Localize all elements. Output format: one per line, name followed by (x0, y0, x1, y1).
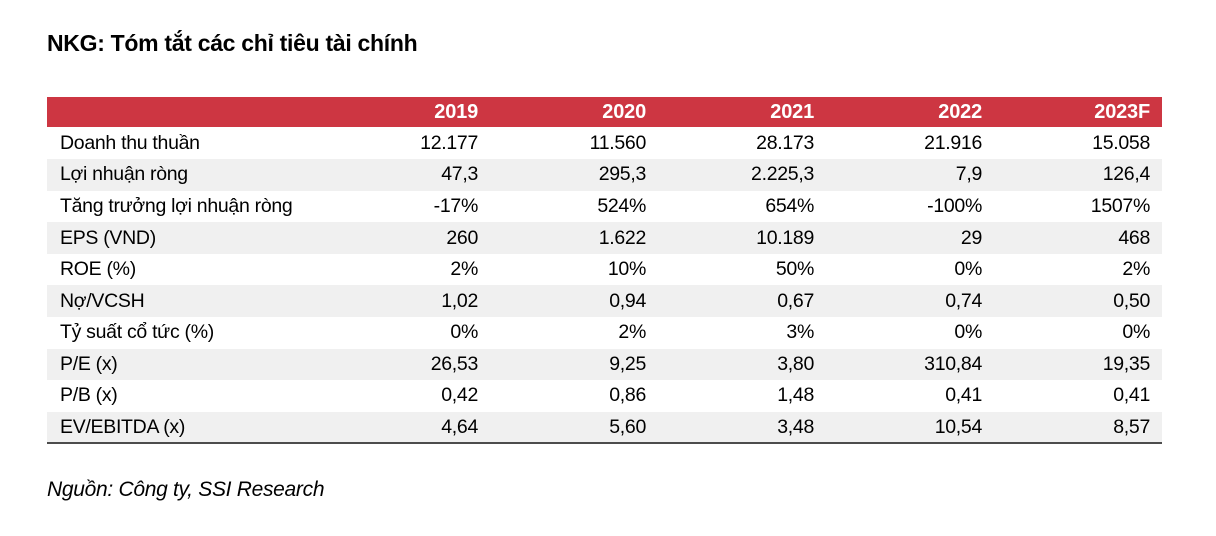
cell-value: 12.177 (420, 131, 478, 154)
cell-value: 0,86 (609, 384, 646, 407)
cell-value: 468 (1118, 226, 1150, 249)
table-header-year-2021: 2021 (658, 97, 826, 128)
cell-value: 7,9 (955, 163, 983, 186)
cell-value: 50% (775, 258, 814, 281)
cell-value: 4,64 (441, 415, 478, 438)
cell-value: 26,53 (430, 352, 479, 375)
source-note: Nguồn: Công ty, SSI Research (47, 478, 325, 502)
cell-value: 0,67 (777, 289, 814, 312)
table-row: Tỷ suất cổ tức (%) 0% 2% 3% 0% 0% (47, 317, 1162, 349)
table-header-year-2022: 2022 (826, 97, 994, 128)
cell-value: 2% (450, 258, 478, 281)
cell-value: 295,3 (598, 163, 647, 186)
table-header-year-2020: 2020 (490, 97, 658, 128)
cell-value: 3% (786, 321, 814, 344)
table-body: Doanh thu thuần 12.177 11.560 28.173 21.… (47, 127, 1162, 444)
cell-value: 2% (1122, 258, 1150, 281)
cell-value: 0% (954, 258, 982, 281)
cell-value: 3,80 (777, 352, 814, 375)
cell-value: -17% (433, 194, 479, 217)
table-header-year-2019: 2019 (322, 97, 490, 128)
cell-value: 9,25 (609, 352, 646, 375)
row-label: P/E (x) (60, 352, 118, 375)
row-label: Nợ/VCSH (60, 289, 145, 312)
table-header-row: 2019 2020 2021 2022 2023F (47, 97, 1162, 128)
row-label: EV/EBITDA (x) (60, 415, 186, 438)
table-header-corner (47, 97, 322, 128)
cell-value: 0,74 (945, 289, 982, 312)
cell-value: 310,84 (924, 352, 982, 375)
cell-value: 1,02 (441, 289, 478, 312)
table-header: 2019 2020 2021 2022 2023F (47, 97, 1162, 128)
cell-value: 654% (765, 194, 814, 217)
cell-value: 29 (960, 226, 982, 249)
row-label: Tỷ suất cổ tức (%) (60, 321, 214, 344)
row-label: EPS (VND) (60, 226, 156, 249)
cell-value: 0,41 (1113, 384, 1150, 407)
cell-value: 1.622 (598, 226, 647, 249)
cell-value: 28.173 (756, 131, 814, 154)
table-row: Doanh thu thuần 12.177 11.560 28.173 21.… (47, 127, 1162, 159)
table-header-year-2023f: 2023F (994, 97, 1162, 128)
cell-value: 1,48 (777, 384, 814, 407)
table-row: Tăng trưởng lợi nhuận ròng -17% 524% 654… (47, 191, 1162, 223)
row-label: Doanh thu thuần (60, 131, 200, 154)
financial-summary-table: 2019 2020 2021 2022 2023F Doanh thu thuầ… (47, 97, 1162, 445)
table-row: P/E (x) 26,53 9,25 3,80 310,84 19,35 (47, 348, 1162, 381)
table-row: EPS (VND) 260 1.622 10.189 29 468 (47, 222, 1162, 254)
cell-value: 47,3 (441, 163, 478, 186)
page-title: NKG: Tóm tắt các chỉ tiêu tài chính (47, 30, 418, 56)
cell-value: 0,42 (441, 384, 478, 407)
cell-value: 0% (954, 321, 982, 344)
cell-value: 2.225,3 (751, 163, 814, 186)
cell-value: 1507% (1090, 194, 1151, 217)
cell-value: 3,48 (777, 415, 814, 438)
table-row: EV/EBITDA (x) 4,64 5,60 3,48 10,54 8,57 (47, 411, 1162, 444)
table-row: Lợi nhuận ròng 47,3 295,3 2.225,3 7,9 12… (47, 159, 1162, 191)
cell-value: 126,4 (1102, 163, 1151, 186)
report-page: NKG: Tóm tắt các chỉ tiêu tài chính 2019… (47, 30, 1162, 502)
cell-value: 2% (618, 321, 646, 344)
cell-value: -100% (927, 194, 982, 217)
table-row: Nợ/VCSH 1,02 0,94 0,67 0,74 0,50 (47, 285, 1162, 317)
cell-value: 10.189 (756, 226, 814, 249)
table-row: P/B (x) 0,42 0,86 1,48 0,41 0,41 (47, 380, 1162, 412)
cell-value: 0% (450, 321, 478, 344)
cell-value: 21.916 (924, 131, 982, 154)
table-row: ROE (%) 2% 10% 50% 0% 2% (47, 254, 1162, 286)
cell-value: 524% (597, 194, 646, 217)
cell-value: 19,35 (1102, 352, 1151, 375)
row-label: Tăng trưởng lợi nhuận ròng (60, 194, 293, 217)
cell-value: 0,94 (609, 289, 646, 312)
cell-value: 5,60 (609, 415, 646, 438)
cell-value: 10,54 (934, 415, 983, 438)
row-label: P/B (x) (60, 384, 118, 407)
cell-value: 8,57 (1113, 415, 1150, 438)
cell-value: 15.058 (1092, 131, 1150, 154)
cell-value: 0,50 (1113, 289, 1150, 312)
cell-value: 260 (446, 226, 478, 249)
row-label: Lợi nhuận ròng (60, 163, 188, 186)
row-label: ROE (%) (60, 258, 136, 281)
cell-value: 11.560 (589, 131, 647, 154)
cell-value: 0,41 (945, 384, 982, 407)
cell-value: 0% (1122, 321, 1150, 344)
cell-value: 10% (607, 258, 646, 281)
